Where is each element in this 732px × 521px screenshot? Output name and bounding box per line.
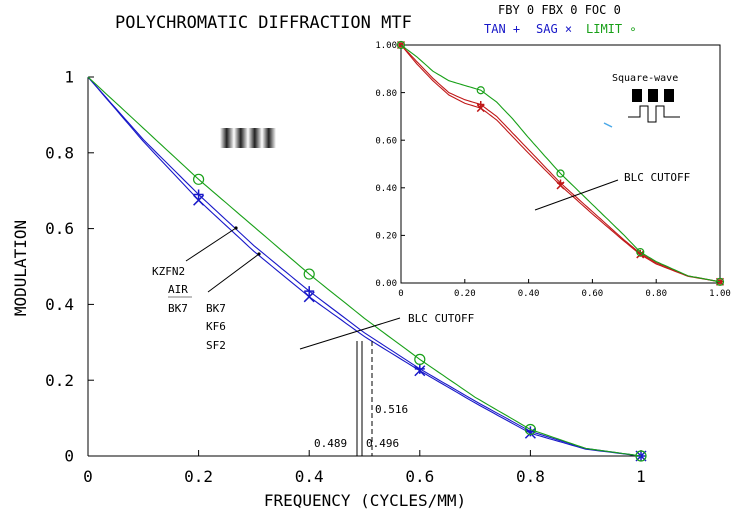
marker-sag (303, 291, 315, 303)
marker-limit (715, 277, 725, 286)
y-tick-label: 0.2 (45, 371, 74, 390)
marker-sag (193, 194, 205, 206)
glass-bk7-a: BK7 (168, 302, 188, 315)
cutoff-value-c: 0.516 (375, 403, 408, 416)
cutoff-leader-main (299, 317, 401, 350)
field-info: FBY 0 FBX 0 FOC 0 (498, 3, 621, 17)
target-thumbnail (220, 128, 276, 148)
y-tick-label: 0.4 (45, 295, 74, 314)
x-tick-label: 1 (636, 467, 646, 486)
marker-limit (193, 173, 205, 185)
y-tick-label: 0.20 (375, 232, 397, 242)
square-wave-label: Square-wave (612, 73, 678, 84)
marker-limit (396, 40, 406, 50)
main-y-label: MODULATION (11, 220, 30, 316)
x-tick-label: 0.2 (184, 467, 213, 486)
chart-title: POLYCHROMATIC DIFFRACTION MTF (115, 13, 412, 33)
cutoff-value-a: 0.489 (314, 437, 347, 450)
y-tick-label: 0 (64, 447, 74, 466)
marker-limit (556, 169, 565, 178)
square-wave-bar-1 (632, 89, 642, 102)
marker-limit (636, 247, 645, 257)
y-tick-label: 0.80 (375, 89, 397, 99)
marker-tan (193, 189, 204, 200)
y-tick-label: 1.00 (375, 41, 397, 51)
main-series (87, 76, 647, 462)
y-tick-label: 0.40 (375, 184, 397, 194)
glass-leader-2 (207, 253, 260, 293)
x-tick-label: 0.80 (645, 289, 667, 299)
x-tick-label: 0 (398, 289, 403, 299)
inset-series (396, 40, 725, 286)
cutoff-label-main: BLC CUTOFF (408, 312, 474, 325)
marker-sag (524, 427, 536, 439)
glass-leader-1-dot (234, 226, 238, 230)
marker-limit (476, 86, 485, 95)
square-wave-bar-3 (664, 89, 674, 102)
marker-sag (476, 104, 485, 113)
cutoff-label-inset: BLC CUTOFF (624, 171, 690, 184)
main-ticks: 0 0.2 0.4 0.6 0.8 1 0 0.2 0.4 0.6 0.8 1 (45, 68, 646, 486)
y-tick-label: 0.60 (375, 136, 397, 146)
marker-tan (304, 286, 315, 297)
legend-tan: TAN + (484, 22, 520, 36)
main-x-label: FREQUENCY (CYCLES/MM) (264, 491, 466, 510)
inset-ticks: 0 0.20 0.40 0.60 0.80 1.00 0.00 0.20 0.40 0.60 0.8… (375, 41, 731, 299)
y-tick-label: 0.00 (375, 279, 397, 289)
series-line-limit (87, 76, 642, 457)
inset-frame (400, 44, 721, 284)
x-tick-label: 0 (83, 467, 93, 486)
glass-kzfn2: KZFN2 (152, 265, 185, 278)
marker-tan (477, 101, 485, 108)
marker-limit (303, 268, 315, 280)
series-line-tan (87, 76, 642, 457)
glass-air: AIR (168, 283, 188, 296)
x-tick-label: 0.60 (582, 289, 604, 299)
legend-limit: LIMIT ∘ (586, 22, 637, 36)
y-tick-label: 0.8 (45, 143, 74, 162)
blue-mark (603, 122, 613, 128)
marker-limit (635, 450, 647, 462)
glass-leader-1 (185, 227, 237, 262)
cutoff-leader-inset (534, 179, 619, 211)
marker-limit (524, 423, 537, 436)
square-wave-icon (628, 105, 680, 123)
glass-kf6: KF6 (206, 320, 226, 333)
x-tick-label: 0.6 (405, 467, 434, 486)
cutoff-value-b: 0.496 (366, 437, 399, 450)
series-line-limit (400, 44, 721, 283)
square-wave-bar-2 (648, 89, 658, 102)
glass-leader-2-dot (257, 252, 261, 256)
marker-sag (414, 365, 426, 377)
marker-sag (556, 181, 565, 190)
marker-limit (414, 353, 426, 365)
x-tick-label: 1.00 (709, 289, 731, 299)
marker-sag (636, 250, 645, 259)
legend-sag: SAG × (536, 22, 572, 36)
x-tick-label: 0.4 (295, 467, 324, 486)
x-tick-label: 0.20 (454, 289, 476, 299)
glass-bk7-b: BK7 (206, 302, 226, 315)
x-tick-label: 0.8 (516, 467, 545, 486)
main-axes (87, 77, 641, 457)
series-line-sag (87, 76, 642, 457)
glass-sf2: SF2 (206, 339, 226, 352)
y-tick-label: 0.6 (45, 219, 74, 238)
y-tick-label: 1 (64, 68, 74, 87)
x-tick-label: 0.40 (518, 289, 540, 299)
